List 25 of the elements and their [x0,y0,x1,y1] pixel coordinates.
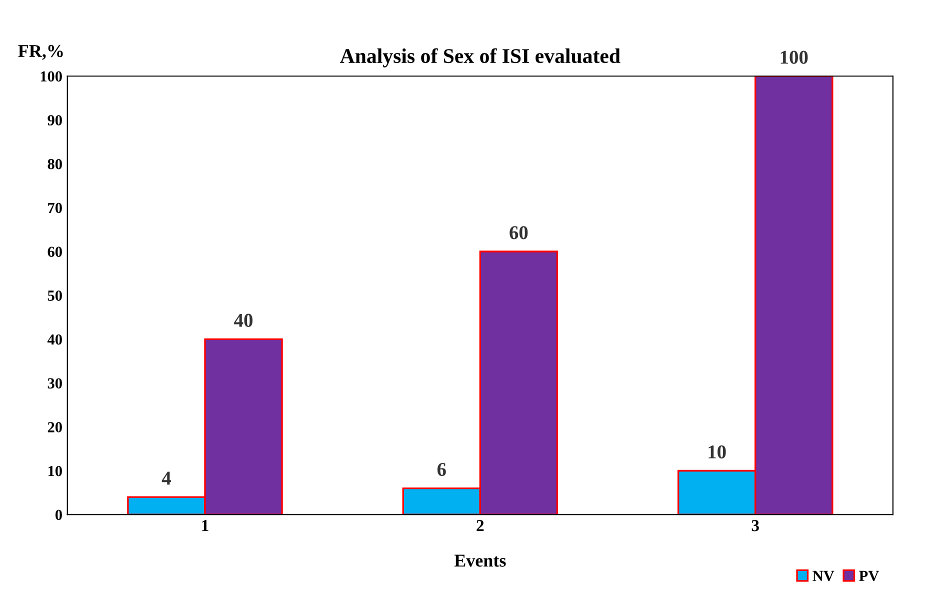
y-tick-label: 20 [48,422,62,432]
data-label: 40 [234,314,252,327]
data-label: 60 [510,226,528,240]
y-tick-label: 90 [48,115,62,126]
data-label: 10 [708,445,726,458]
x-axis-title: Events [454,554,506,567]
x-tick-label: 2 [476,520,484,532]
y-tick-label: 0 [55,510,62,520]
y-axis-title: FR,% [18,44,63,60]
data-label: 4 [162,472,171,485]
y-tick-label: 40 [47,334,62,345]
data-label: 6 [437,462,446,476]
y-tick-label: 80 [48,158,62,170]
y-tick-label: 50 [48,290,62,301]
y-tick-label: 30 [48,378,62,389]
legend-label: NV [812,570,834,582]
x-tick-label: 3 [752,520,759,532]
data-label: 100 [780,50,808,64]
y-tick-label: 60 [48,246,62,257]
y-tick-label: 70 [48,202,62,214]
chart-title: Analysis of Sex of ISI evaluated [340,48,620,68]
x-tick-label: 1 [202,520,208,532]
y-tick-label: 10 [48,466,62,476]
legend-label: PV [859,570,880,582]
y-tick-label: 100 [40,71,62,82]
